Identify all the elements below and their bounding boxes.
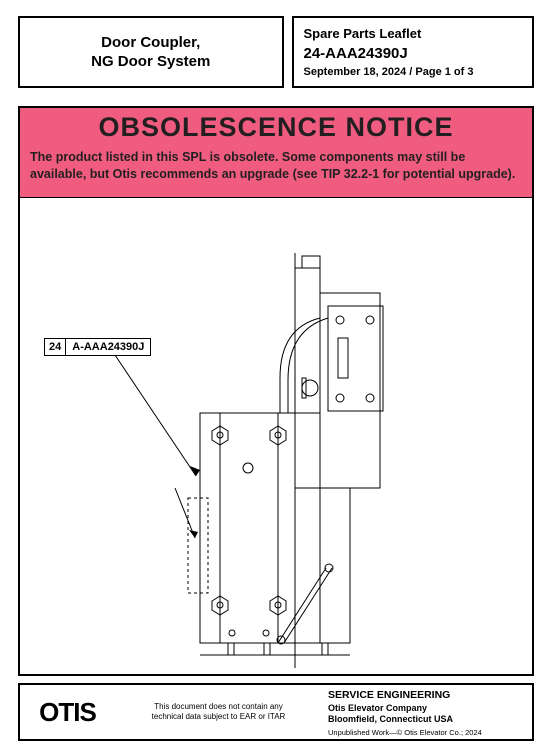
spare-parts-leaflet-label: Spare Parts Leaflet <box>304 26 523 41</box>
notice-title: OBSOLESCENCE NOTICE <box>20 108 532 147</box>
date-page: September 18, 2024 / Page 1 of 3 <box>304 66 523 78</box>
footer-box: OTIS This document does not contain any … <box>18 683 534 741</box>
service-engineering-label: SERVICE ENGINEERING <box>328 689 526 703</box>
company-location: Bloomfield, Connecticut USA <box>328 714 526 726</box>
part-number: 24-AAA24390J <box>304 45 523 62</box>
disclaimer-line-2: technical data subject to EAR or ITAR <box>119 712 318 722</box>
diagram-area: 24 A-AAA24390J <box>20 238 532 674</box>
header-right-box: Spare Parts Leaflet 24-AAA24390J Septemb… <box>292 16 535 88</box>
header-row: Door Coupler, NG Door System Spare Parts… <box>0 0 552 88</box>
disclaimer-line-1: This document does not contain any <box>119 702 318 712</box>
header-left-box: Door Coupler, NG Door System <box>18 16 284 88</box>
technical-drawing <box>20 238 534 676</box>
notice-body: The product listed in this SPL is obsole… <box>20 147 532 197</box>
title-line-2: NG Door System <box>30 52 272 72</box>
obsolescence-notice: OBSOLESCENCE NOTICE The product listed i… <box>20 108 532 198</box>
main-content-box: OBSOLESCENCE NOTICE The product listed i… <box>18 106 534 676</box>
copyright: Unpublished Work—© Otis Elevator Co.; 20… <box>328 728 526 738</box>
footer-company-info: SERVICE ENGINEERING Otis Elevator Compan… <box>322 685 532 739</box>
footer-disclaimer: This document does not contain any techn… <box>115 685 322 739</box>
otis-logo: OTIS <box>20 685 115 739</box>
company-name: Otis Elevator Company <box>328 703 526 715</box>
title-line-1: Door Coupler, <box>30 33 272 53</box>
